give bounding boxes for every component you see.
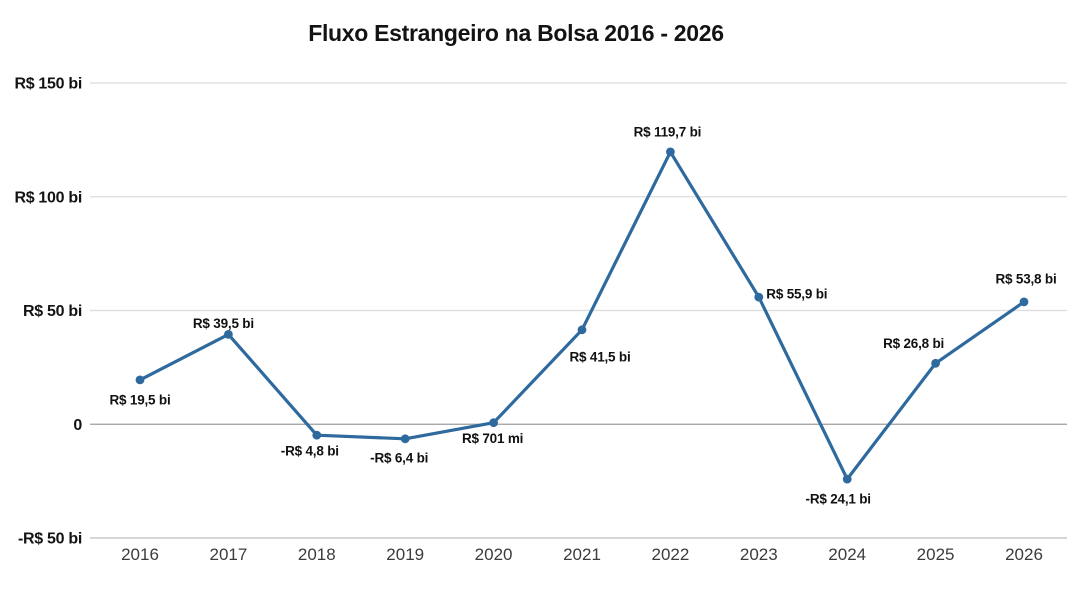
data-point-marker: [931, 358, 940, 368]
data-point-marker: [666, 147, 675, 157]
x-axis-tick-label: 2025: [917, 545, 955, 564]
x-axis-tick-label: 2023: [740, 545, 778, 564]
data-point-marker: [842, 474, 852, 484]
data-point-label: R$ 19,5 bi: [109, 392, 170, 407]
x-axis-tick-label: 2021: [563, 545, 601, 564]
data-point-label: R$ 39,5 bi: [193, 316, 254, 331]
y-axis-tick-label: 0: [73, 417, 82, 434]
y-axis-tick-label: R$ 150 bi: [14, 76, 82, 93]
x-axis-tick-label: 2020: [475, 545, 513, 564]
x-axis-tick-label: 2018: [298, 545, 336, 564]
x-axis-tick-label: 2016: [121, 545, 159, 564]
x-axis-tick-label: 2019: [386, 545, 424, 564]
data-point-marker: [400, 434, 410, 444]
x-axis-tick-label: 2024: [828, 545, 866, 564]
y-axis-tick-label: -R$ 50 bi: [18, 531, 82, 548]
data-point-marker: [489, 418, 498, 428]
data-point-label: R$ 53,8 bi: [995, 271, 1056, 286]
data-point-label: -R$ 4,8 bi: [281, 444, 339, 459]
data-point-label: -R$ 24,1 bi: [806, 492, 871, 507]
data-point-marker: [754, 292, 764, 302]
x-axis-tick-label: 2026: [1005, 545, 1043, 564]
data-point-marker: [577, 325, 587, 335]
data-point-label: R$ 119,7 bi: [634, 124, 702, 139]
data-point-marker: [1019, 297, 1029, 307]
y-axis-tick-label: R$ 50 bi: [23, 303, 82, 320]
data-line: [138, 150, 1026, 481]
data-point-marker: [224, 330, 233, 339]
chart-title: Fluxo Estrangeiro na Bolsa 2016 - 2026: [308, 20, 724, 46]
data-point-marker: [312, 430, 322, 440]
data-point-marker: [135, 375, 145, 385]
x-axis-tick-label: 2022: [651, 545, 689, 564]
y-axis-tick-label: R$ 100 bi: [14, 189, 82, 206]
data-point-label: -R$ 6,4 bi: [370, 450, 428, 465]
data-point-label: R$ 26,8 bi: [883, 336, 944, 351]
x-axis-tick-label: 2017: [209, 545, 247, 564]
data-point-label: R$ 701 mi: [462, 431, 523, 446]
data-point-label: R$ 41,5 bi: [569, 349, 630, 364]
data-point-label: R$ 55,9 bi: [766, 287, 827, 302]
